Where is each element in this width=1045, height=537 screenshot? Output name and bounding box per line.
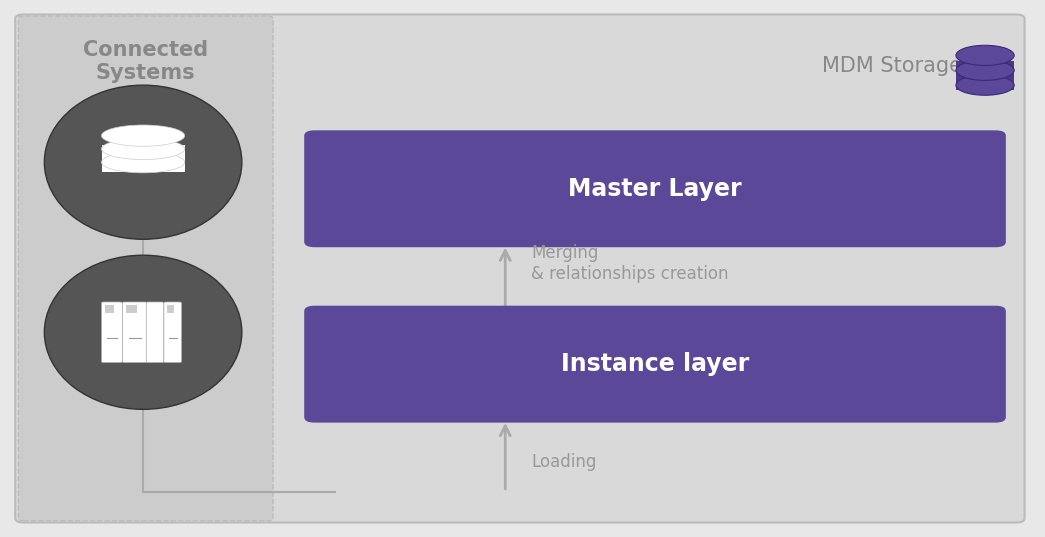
Bar xyxy=(101,145,185,158)
Text: Instance layer: Instance layer xyxy=(561,352,749,376)
FancyBboxPatch shape xyxy=(304,130,1006,247)
FancyBboxPatch shape xyxy=(126,305,137,313)
FancyBboxPatch shape xyxy=(19,16,273,521)
FancyBboxPatch shape xyxy=(164,302,182,362)
Text: Master Layer: Master Layer xyxy=(568,177,742,201)
Ellipse shape xyxy=(101,151,185,173)
FancyBboxPatch shape xyxy=(106,305,114,313)
Text: Merging
& relationships creation: Merging & relationships creation xyxy=(531,244,728,282)
Ellipse shape xyxy=(956,75,1014,95)
Ellipse shape xyxy=(956,60,1014,81)
Ellipse shape xyxy=(956,45,1014,66)
FancyBboxPatch shape xyxy=(122,302,147,362)
Ellipse shape xyxy=(101,125,185,146)
FancyBboxPatch shape xyxy=(16,14,1024,523)
FancyBboxPatch shape xyxy=(167,305,175,313)
Text: Loading: Loading xyxy=(531,453,597,471)
Ellipse shape xyxy=(101,139,185,159)
FancyBboxPatch shape xyxy=(146,302,164,362)
Text: Connected
Systems: Connected Systems xyxy=(84,40,208,83)
Ellipse shape xyxy=(44,85,241,240)
FancyBboxPatch shape xyxy=(304,306,1006,423)
FancyBboxPatch shape xyxy=(101,302,122,362)
Bar xyxy=(956,61,1014,76)
Bar xyxy=(956,76,1014,90)
Bar xyxy=(101,158,185,172)
Ellipse shape xyxy=(44,255,241,409)
Text: MDM Storage: MDM Storage xyxy=(821,56,961,76)
